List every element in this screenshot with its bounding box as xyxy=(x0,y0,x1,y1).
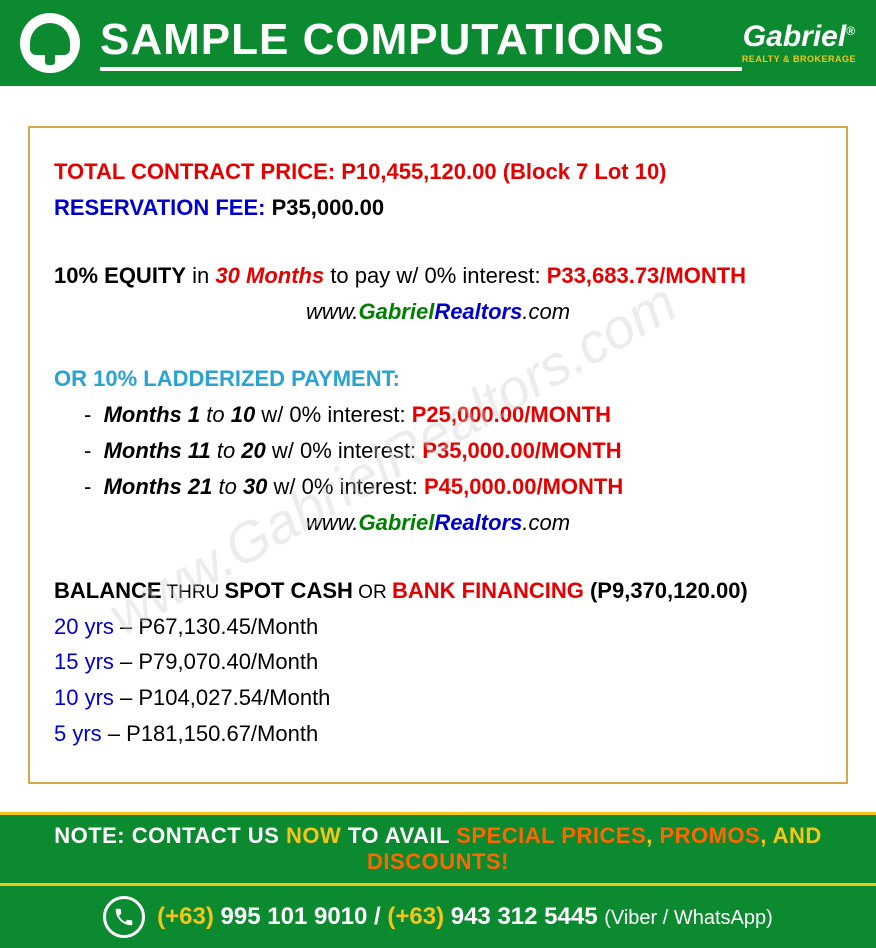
term-row-2: 15 yrs – P79,070.40/Month xyxy=(54,646,822,678)
contract-price-line: TOTAL CONTRACT PRICE: P10,455,120.00 (Bl… xyxy=(54,156,822,188)
ladder-row-1: - Months 1 to 10 w/ 0% interest: P25,000… xyxy=(54,399,822,431)
computation-box: www.GabrielRealtors.com TOTAL CONTRACT P… xyxy=(28,126,848,784)
content-wrapper: www.GabrielRealtors.com TOTAL CONTRACT P… xyxy=(0,86,876,812)
page-title: SAMPLE COMPUTATIONS xyxy=(100,15,742,71)
footer-note-bar: NOTE: CONTACT US NOW TO AVAIL SPECIAL PR… xyxy=(0,812,876,886)
brand-name: Gabriel® xyxy=(742,22,856,52)
equity-line: 10% EQUITY in 30 Months to pay w/ 0% int… xyxy=(54,260,822,292)
term-row-4: 5 yrs – P181,150.67/Month xyxy=(54,718,822,750)
website-line-1: www.GabrielRealtors.com xyxy=(54,296,822,328)
ladder-row-2: - Months 11 to 20 w/ 0% interest: P35,00… xyxy=(54,435,822,467)
ladder-row-3: - Months 21 to 30 w/ 0% interest: P45,00… xyxy=(54,471,822,503)
ladderized-heading: OR 10% LADDERIZED PAYMENT: xyxy=(54,363,822,395)
phone-icon xyxy=(103,896,145,938)
logo-icon xyxy=(20,13,80,73)
reservation-line: RESERVATION FEE: P35,000.00 xyxy=(54,192,822,224)
website-line-2: www.GabrielRealtors.com xyxy=(54,507,822,539)
brand-block: Gabriel® REALTY & BROKERAGE xyxy=(742,22,856,64)
term-row-3: 10 yrs – P104,027.54/Month xyxy=(54,682,822,714)
header-bar: SAMPLE COMPUTATIONS Gabriel® REALTY & BR… xyxy=(0,0,876,86)
balance-heading: BALANCE THRU SPOT CASH OR BANK FINANCING… xyxy=(54,575,822,607)
footer-note-text: NOTE: CONTACT US NOW TO AVAIL SPECIAL PR… xyxy=(54,823,822,874)
footer-contact-bar: (+63) 995 101 9010 / (+63) 943 312 5445 … xyxy=(0,886,876,948)
contact-numbers: (+63) 995 101 9010 / (+63) 943 312 5445 … xyxy=(157,903,773,931)
term-row-1: 20 yrs – P67,130.45/Month xyxy=(54,611,822,643)
brand-subtitle: REALTY & BROKERAGE xyxy=(742,54,856,64)
